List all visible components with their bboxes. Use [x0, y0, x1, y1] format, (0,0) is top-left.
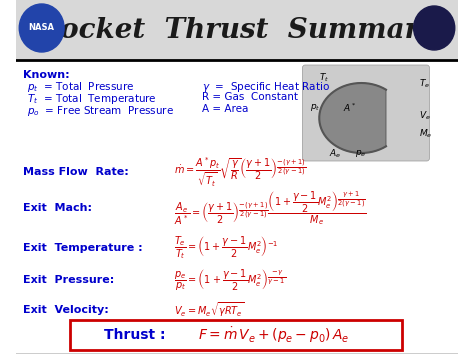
Text: $T_t$: $T_t$ [319, 72, 329, 85]
FancyBboxPatch shape [70, 320, 402, 350]
Text: $\gamma$  =  Specific Heat Ratio: $\gamma$ = Specific Heat Ratio [202, 80, 330, 94]
Text: R = Gas  Constant: R = Gas Constant [202, 92, 299, 102]
Text: $\dfrac{A_e}{A^*} = \left(\dfrac{\gamma+1}{2}\right)^{\dfrac{-(\gamma+1)}{2(\gam: $\dfrac{A_e}{A^*} = \left(\dfrac{\gamma+… [174, 189, 367, 227]
Text: $\dot{m} = \dfrac{A^* p_t}{\sqrt{T_t}} \sqrt{\dfrac{\gamma}{R}} \left(\dfrac{\ga: $\dot{m} = \dfrac{A^* p_t}{\sqrt{T_t}} \… [174, 155, 307, 189]
Text: $A_e$: $A_e$ [328, 148, 341, 160]
Text: A = Area: A = Area [202, 104, 249, 114]
Text: $\dfrac{T_e}{T_t} = \left(1 + \dfrac{\gamma-1}{2} M_e^2\right)^{-1}$: $\dfrac{T_e}{T_t} = \left(1 + \dfrac{\ga… [174, 235, 279, 261]
Text: $T_t$  = Total  Temperature: $T_t$ = Total Temperature [27, 92, 156, 106]
Text: Exit  Pressure:: Exit Pressure: [23, 275, 114, 285]
Text: $\dfrac{p_e}{p_t} = \left(1 + \dfrac{\gamma-1}{2} M_e^2\right)^{\dfrac{-\gamma}{: $\dfrac{p_e}{p_t} = \left(1 + \dfrac{\ga… [174, 268, 286, 292]
Text: $T_e$: $T_e$ [419, 78, 430, 91]
Text: Mass Flow  Rate:: Mass Flow Rate: [23, 167, 129, 177]
Text: Thrust :: Thrust : [104, 328, 166, 342]
Text: Exit  Mach:: Exit Mach: [23, 203, 92, 213]
Text: $V_e = M_e \sqrt{\gamma R T_e}$: $V_e = M_e \sqrt{\gamma R T_e}$ [174, 301, 245, 319]
Circle shape [414, 6, 455, 50]
Text: $p_e$: $p_e$ [355, 148, 366, 159]
Text: $p_t$  = Total  Pressure: $p_t$ = Total Pressure [27, 80, 134, 94]
Text: Exit  Velocity:: Exit Velocity: [23, 305, 109, 315]
Text: $A^*$: $A^*$ [343, 102, 356, 114]
Text: $F = \dot{m}\, V_e + (p_e - p_0)\, A_e$: $F = \dot{m}\, V_e + (p_e - p_0)\, A_e$ [198, 325, 349, 345]
Polygon shape [319, 83, 386, 153]
Text: Rocket  Thrust  Summary: Rocket Thrust Summary [38, 17, 436, 44]
Text: $p_o$  = Free Stream  Pressure: $p_o$ = Free Stream Pressure [27, 104, 174, 118]
Text: Known:: Known: [23, 70, 70, 80]
Text: NASA: NASA [29, 23, 55, 33]
Text: $M_e$: $M_e$ [419, 128, 433, 141]
Circle shape [19, 4, 64, 52]
FancyBboxPatch shape [16, 60, 458, 354]
Text: $p_t$: $p_t$ [310, 102, 320, 113]
FancyBboxPatch shape [16, 0, 458, 60]
FancyBboxPatch shape [302, 65, 429, 161]
Text: Exit  Temperature :: Exit Temperature : [23, 243, 143, 253]
Text: $V_e$: $V_e$ [419, 110, 431, 122]
